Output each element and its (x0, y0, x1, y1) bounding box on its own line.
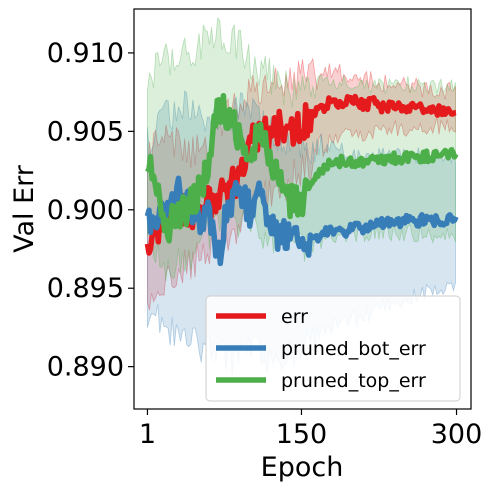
legend: err pruned_bot_err pruned_top_err (205, 295, 461, 402)
x-axis: 1 150 300 (139, 409, 482, 450)
y-tick-label: 0.890 (47, 352, 124, 383)
y-axis: 0.890 0.895 0.900 0.905 0.910 (47, 38, 134, 383)
series-lines (144, 92, 459, 267)
x-tick-label: 150 (276, 419, 328, 450)
legend-box (205, 295, 461, 402)
pruned-bot-err-line (144, 175, 459, 267)
x-tick-label: 1 (139, 419, 156, 450)
y-tick-label: 0.910 (47, 38, 124, 69)
x-tick-label: 300 (431, 419, 483, 450)
pruned-top-err-line (145, 92, 459, 244)
y-tick-label: 0.905 (47, 116, 124, 147)
plot-frame (133, 8, 472, 410)
legend-label-err: err (281, 306, 308, 328)
y-tick-label: 0.895 (47, 273, 124, 304)
legend-label-pruned-bot-err: pruned_bot_err (281, 338, 426, 360)
y-axis-label: Val Err (9, 164, 40, 253)
y-tick-label: 0.900 (47, 195, 124, 226)
x-axis-label: Epoch (261, 452, 344, 483)
legend-label-pruned-top-err: pruned_top_err (281, 370, 426, 392)
